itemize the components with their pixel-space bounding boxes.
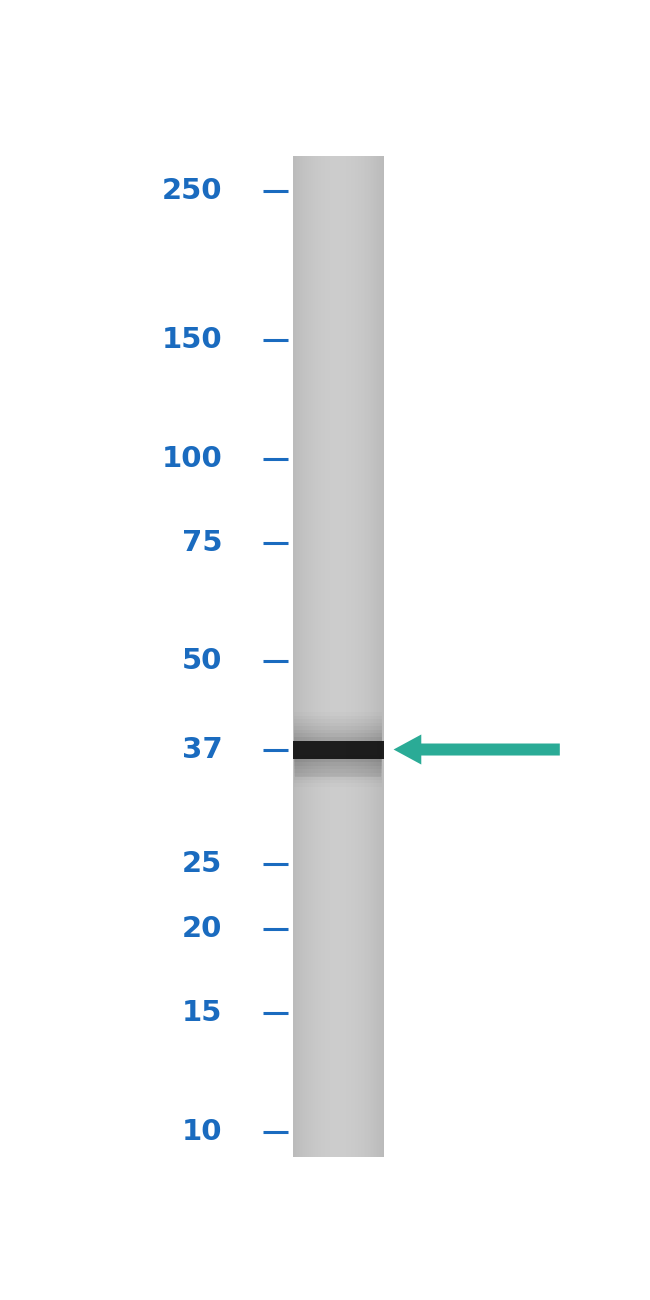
- Bar: [294, 716, 382, 783]
- Bar: [294, 723, 382, 776]
- Text: 20: 20: [182, 915, 222, 944]
- Text: 15: 15: [182, 1000, 222, 1027]
- Text: 100: 100: [162, 445, 222, 473]
- Text: 250: 250: [162, 177, 222, 205]
- FancyArrow shape: [393, 734, 560, 764]
- Bar: [294, 719, 382, 780]
- Bar: [294, 733, 382, 766]
- Bar: [292, 741, 384, 758]
- Text: 75: 75: [182, 529, 222, 556]
- Text: 37: 37: [181, 736, 222, 763]
- Bar: [294, 731, 382, 770]
- Text: 50: 50: [182, 647, 222, 676]
- Text: 10: 10: [182, 1118, 222, 1147]
- Text: 25: 25: [182, 850, 222, 878]
- Bar: [294, 727, 382, 772]
- Bar: [294, 737, 382, 762]
- Text: 150: 150: [162, 326, 222, 355]
- Bar: [295, 754, 381, 776]
- Bar: [294, 712, 382, 786]
